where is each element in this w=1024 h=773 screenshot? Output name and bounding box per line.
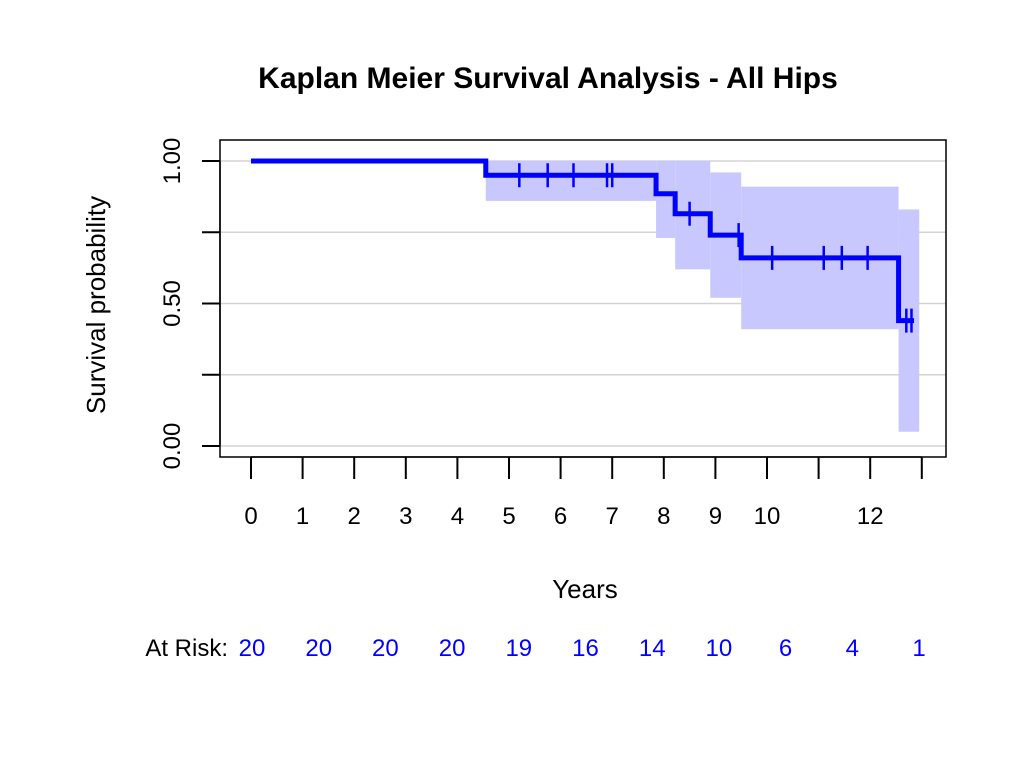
x-axis: 0 1 2 3 4 5 6 7 8 9 10 12 [244, 456, 923, 530]
at-risk-value-4: 19 [505, 635, 532, 662]
y-tick-label-0: 0.00 [159, 423, 186, 470]
y-axis: 0.00 0.50 1.00 [159, 138, 221, 470]
x-tick-label-2: 2 [348, 503, 361, 530]
x-tick-label-7: 7 [606, 503, 619, 530]
x-tick-label-5: 5 [502, 503, 515, 530]
at-risk-value-5: 16 [572, 635, 599, 662]
x-tick-label-3: 3 [399, 503, 412, 530]
at-risk-values: 20 20 20 20 19 16 14 10 6 4 1 [239, 635, 926, 662]
y-tick-label-2: 0.50 [159, 280, 186, 327]
at-risk-label: At Risk: [145, 635, 228, 662]
censor-marks [518, 163, 913, 333]
x-tick-label-1: 1 [296, 503, 309, 530]
survival-step-line [251, 158, 915, 324]
y-tick-label-4: 1.00 [159, 138, 186, 185]
y-axis-label: Survival probability [81, 196, 111, 414]
at-risk-value-8: 6 [779, 635, 792, 662]
at-risk-value-10: 1 [912, 635, 925, 662]
at-risk-value-7: 10 [706, 635, 733, 662]
x-axis-label: Years [552, 574, 618, 604]
at-risk-value-0: 20 [239, 635, 266, 662]
x-tick-label-10: 10 [754, 503, 781, 530]
at-risk-value-3: 20 [439, 635, 466, 662]
ci-segment-0 [485, 161, 657, 201]
x-tick-label-8: 8 [657, 503, 670, 530]
x-tick-label-0: 0 [244, 503, 257, 530]
at-risk-value-9: 4 [846, 635, 859, 662]
at-risk-value-2: 20 [372, 635, 399, 662]
ci-segment-1 [656, 161, 676, 238]
x-tick-label-9: 9 [709, 503, 722, 530]
confidence-band [485, 161, 920, 432]
x-tick-label-12: 12 [857, 503, 884, 530]
x-tick-label-6: 6 [554, 503, 567, 530]
survival-curve [251, 158, 915, 324]
x-tick-label-4: 4 [451, 503, 464, 530]
at-risk-value-1: 20 [305, 635, 332, 662]
chart-title: Kaplan Meier Survival Analysis - All Hip… [258, 62, 838, 95]
at-risk-value-6: 14 [639, 635, 666, 662]
